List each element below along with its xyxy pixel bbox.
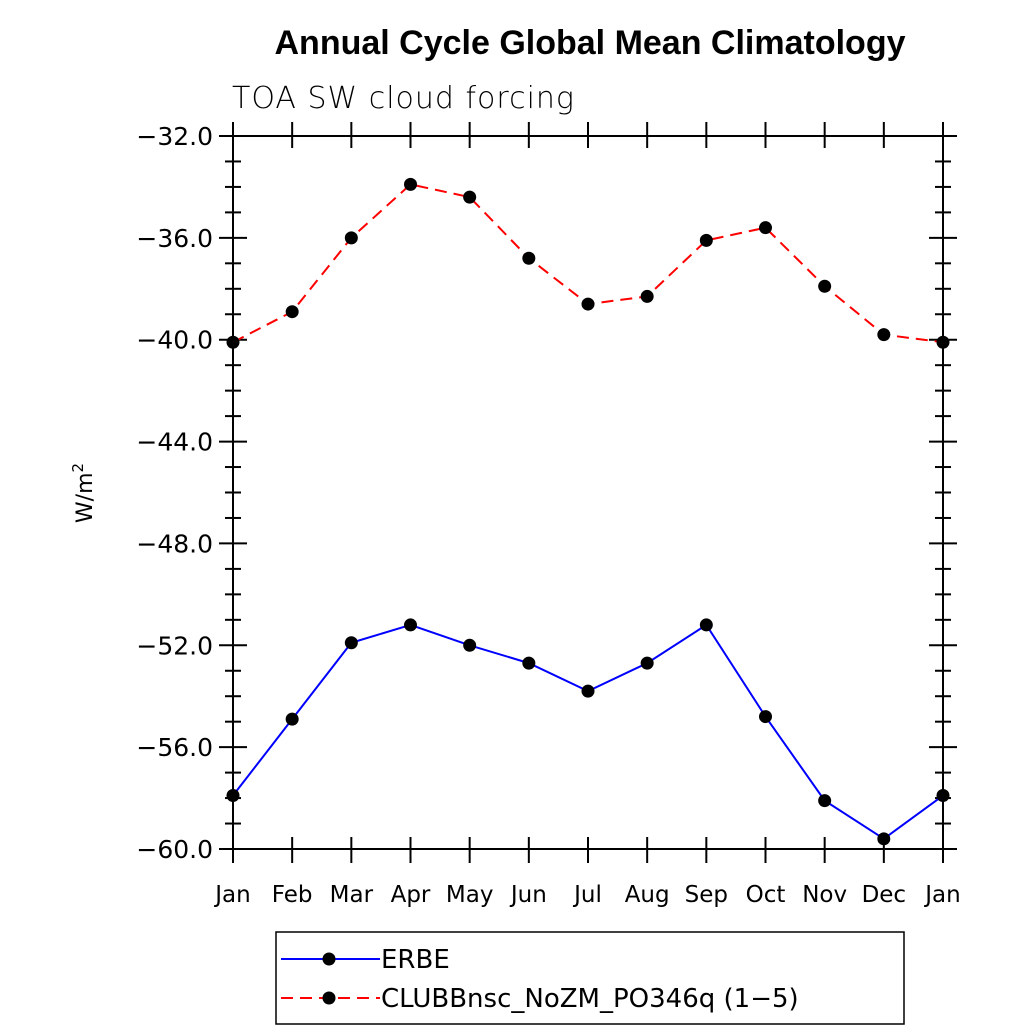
data-point	[522, 251, 536, 265]
y-tick-label: −60.0	[136, 835, 213, 864]
chart-title: Annual Cycle Global Mean Climatology	[275, 24, 906, 62]
y-tick-label: −32.0	[136, 122, 213, 151]
data-point	[818, 279, 832, 293]
axes: −32.0 −36.0 −40.0 −44.0 −48.0 −52.0 −56.0 −60.0…	[69, 122, 961, 908]
series-2	[226, 177, 950, 349]
data-point	[463, 638, 477, 652]
data-point	[699, 618, 713, 632]
y-tick-label: −52.0	[136, 631, 213, 660]
x-tick-label: Oct	[746, 882, 786, 908]
data-point	[640, 656, 654, 670]
series-line	[232, 183, 944, 344]
x-tick-label: Mar	[330, 882, 374, 908]
y-tick-label: −48.0	[136, 529, 213, 558]
data-point	[699, 233, 713, 247]
y-axis-label-base: W/m	[73, 472, 98, 523]
x-tick-label: Jan	[213, 882, 250, 908]
data-point	[285, 305, 299, 319]
x-tick-label: Nov	[802, 882, 847, 908]
y-tick-label: −40.0	[136, 326, 213, 355]
legend-box	[275, 931, 905, 1025]
legend-marker	[322, 991, 336, 1005]
series-1	[226, 618, 950, 846]
y-tick-label: −44.0	[136, 428, 213, 457]
x-tick-label: Sep	[685, 882, 728, 908]
x-tick-label: Jan	[923, 882, 960, 908]
data-point	[285, 712, 299, 726]
x-tick-label: May	[446, 882, 494, 908]
x-tick-label: Jun	[509, 882, 547, 908]
legend-label: ERBE	[381, 945, 450, 975]
x-tick-label: Apr	[391, 882, 431, 908]
legend: ERBE CLUBBnsc_NoZM_PO346q (1−5)	[275, 931, 905, 1025]
data-point	[463, 190, 477, 204]
data-point	[344, 636, 358, 650]
data-point	[936, 335, 950, 349]
x-tick-label: Dec	[862, 882, 907, 908]
data-point	[404, 618, 417, 632]
data-point	[226, 789, 240, 803]
data-point	[522, 656, 536, 670]
data-point	[759, 710, 772, 724]
series-layer	[226, 177, 950, 846]
y-axis-label-superscript: 2	[69, 463, 87, 473]
series-line	[232, 623, 944, 841]
data-point	[226, 335, 240, 349]
data-point	[581, 297, 595, 311]
data-point	[818, 794, 832, 808]
data-point	[581, 684, 595, 698]
data-point	[936, 789, 950, 803]
data-point	[344, 231, 358, 245]
y-axis-label: W/m2	[69, 463, 98, 523]
chart-subtitle: TOA SW cloud forcing	[232, 81, 575, 116]
legend-label: CLUBBnsc_NoZM_PO346q (1−5)	[381, 984, 799, 1014]
y-tick-label: −56.0	[136, 733, 213, 762]
legend-marker	[322, 952, 336, 966]
x-tick-label: Jul	[572, 882, 602, 908]
data-point	[877, 328, 891, 342]
data-point	[877, 832, 891, 846]
x-tick-label: Feb	[272, 882, 313, 908]
plot-frame	[232, 135, 944, 850]
y-tick-label: −36.0	[136, 224, 213, 253]
x-tick-label: Aug	[625, 882, 670, 908]
data-point	[759, 221, 772, 235]
data-point	[640, 289, 654, 303]
data-point	[404, 177, 417, 191]
